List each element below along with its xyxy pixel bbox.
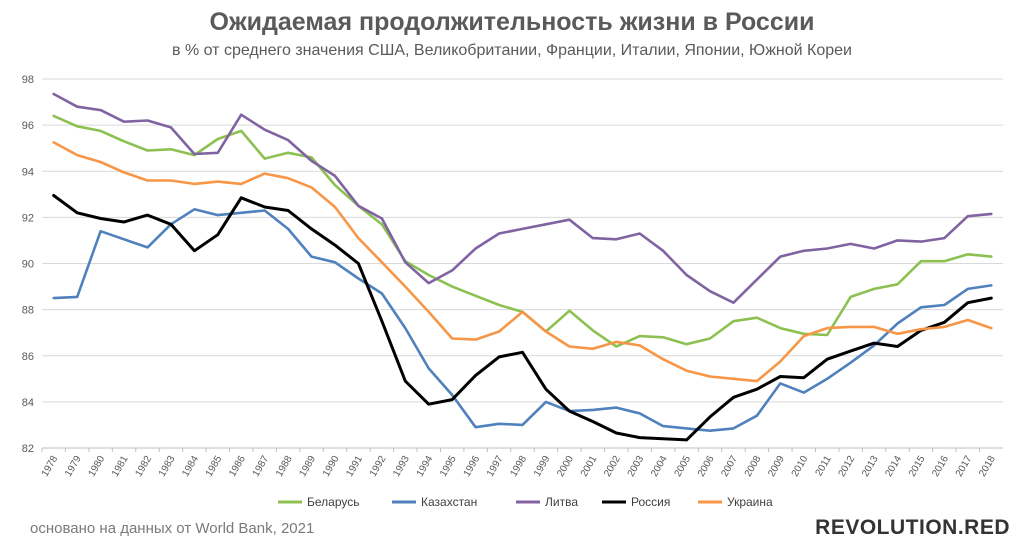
x-tick-label: 1985 — [204, 454, 225, 479]
x-tick-label: 1982 — [133, 454, 154, 479]
x-tick-label: 1981 — [110, 454, 131, 479]
x-tick-label: 2004 — [649, 454, 670, 479]
y-tick-label: 82 — [22, 443, 34, 455]
x-tick-label: 1986 — [227, 454, 248, 479]
y-tick-label: 98 — [22, 74, 34, 86]
legend-label: Литва — [545, 495, 578, 509]
x-tick-label: 2002 — [602, 454, 623, 479]
x-tick-label: 1993 — [391, 454, 412, 479]
x-tick-label: 2003 — [626, 454, 647, 479]
y-tick-label: 88 — [22, 305, 34, 317]
legend-label: Беларусь — [307, 495, 359, 509]
x-tick-label: 1996 — [462, 454, 483, 479]
x-tick-label: 2000 — [555, 454, 576, 479]
chart-subtitle: в % от среднего значения США, Великобрит… — [172, 42, 852, 59]
x-tick-label: 2006 — [696, 454, 717, 479]
x-tick-label: 2015 — [907, 454, 928, 479]
x-tick-label: 1984 — [180, 454, 201, 479]
x-tick-label: 2010 — [790, 454, 811, 479]
y-tick-label: 86 — [22, 351, 34, 363]
x-tick-label: 2016 — [930, 454, 951, 479]
x-tick-label: 1994 — [415, 454, 436, 479]
x-tick-label: 1980 — [87, 454, 108, 479]
x-tick-label: 1983 — [157, 454, 178, 479]
y-tick-label: 84 — [22, 397, 34, 409]
y-tick-label: 94 — [22, 166, 34, 178]
x-tick-label: 2014 — [883, 454, 904, 479]
x-tick-label: 2017 — [954, 454, 975, 479]
x-tick-label: 1990 — [321, 454, 342, 479]
y-tick-label: 92 — [22, 212, 34, 224]
legend-label: Россия — [631, 495, 670, 509]
x-tick-labels: 1978 1979 1980 1981 1982 1983 1984 1985 1986 1987… — [40, 454, 998, 479]
x-tick-label: 1991 — [344, 454, 365, 479]
x-tick-label: 2008 — [743, 454, 764, 479]
y-tick-label: 96 — [22, 120, 34, 132]
x-tick-label: 1988 — [274, 454, 295, 479]
x-tick-label: 2011 — [814, 454, 834, 479]
series-line-Россия — [52, 194, 993, 442]
x-tick-label: 1995 — [438, 454, 459, 479]
x-tick-label: 1999 — [532, 454, 553, 479]
series-lines — [52, 92, 993, 442]
x-tick-label: 2001 — [579, 454, 600, 479]
x-tick-label: 1979 — [63, 454, 84, 479]
x-tick-label: 1997 — [485, 454, 506, 479]
brand-logo: REVOLUTION.RED — [815, 516, 1010, 539]
y-tick-label: 90 — [22, 259, 34, 271]
x-tick-label: 2005 — [673, 454, 694, 479]
x-tick-label: 2013 — [860, 454, 881, 479]
series-line-Казахстан — [52, 208, 993, 433]
chart-title: Ожидаемая продолжительность жизни в Росс… — [209, 8, 815, 36]
legend: Беларусь Казахстан Литва Россия Украина — [278, 495, 773, 509]
series-line-Литва — [52, 92, 993, 305]
series-line-Украина — [52, 141, 993, 383]
legend-label: Украина — [727, 495, 773, 509]
x-tick-label: 1987 — [251, 454, 272, 479]
x-tick-label: 2007 — [719, 454, 740, 479]
x-tick-label: 2018 — [977, 454, 998, 479]
x-tick-label: 1978 — [40, 454, 61, 479]
y-tick-labels: 82 84 86 88 90 92 94 96 98 — [22, 74, 34, 455]
grid-lines — [42, 78, 1003, 403]
x-tick-label: 2012 — [837, 454, 858, 479]
x-tick-label: 2009 — [766, 454, 787, 479]
legend-label: Казахстан — [421, 495, 477, 509]
source-note: основано на данных от World Bank, 2021 — [30, 520, 315, 537]
axes — [41, 447, 1003, 452]
x-tick-label: 1998 — [508, 454, 529, 479]
x-tick-label: 1989 — [297, 454, 318, 479]
x-tick-label: 1992 — [368, 454, 389, 479]
